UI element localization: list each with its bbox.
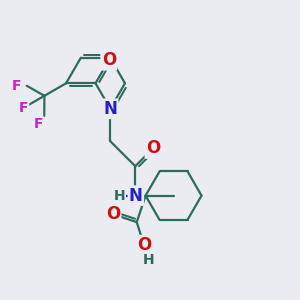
Text: F: F <box>12 80 22 93</box>
Text: O: O <box>106 205 120 223</box>
Text: N: N <box>103 100 117 118</box>
Text: H: H <box>143 253 154 267</box>
Text: N: N <box>129 187 143 205</box>
Text: O: O <box>146 140 160 158</box>
Text: F: F <box>34 117 44 131</box>
Text: O: O <box>102 51 116 69</box>
Text: O: O <box>137 236 151 254</box>
Text: H: H <box>113 189 125 202</box>
Text: F: F <box>19 101 28 115</box>
